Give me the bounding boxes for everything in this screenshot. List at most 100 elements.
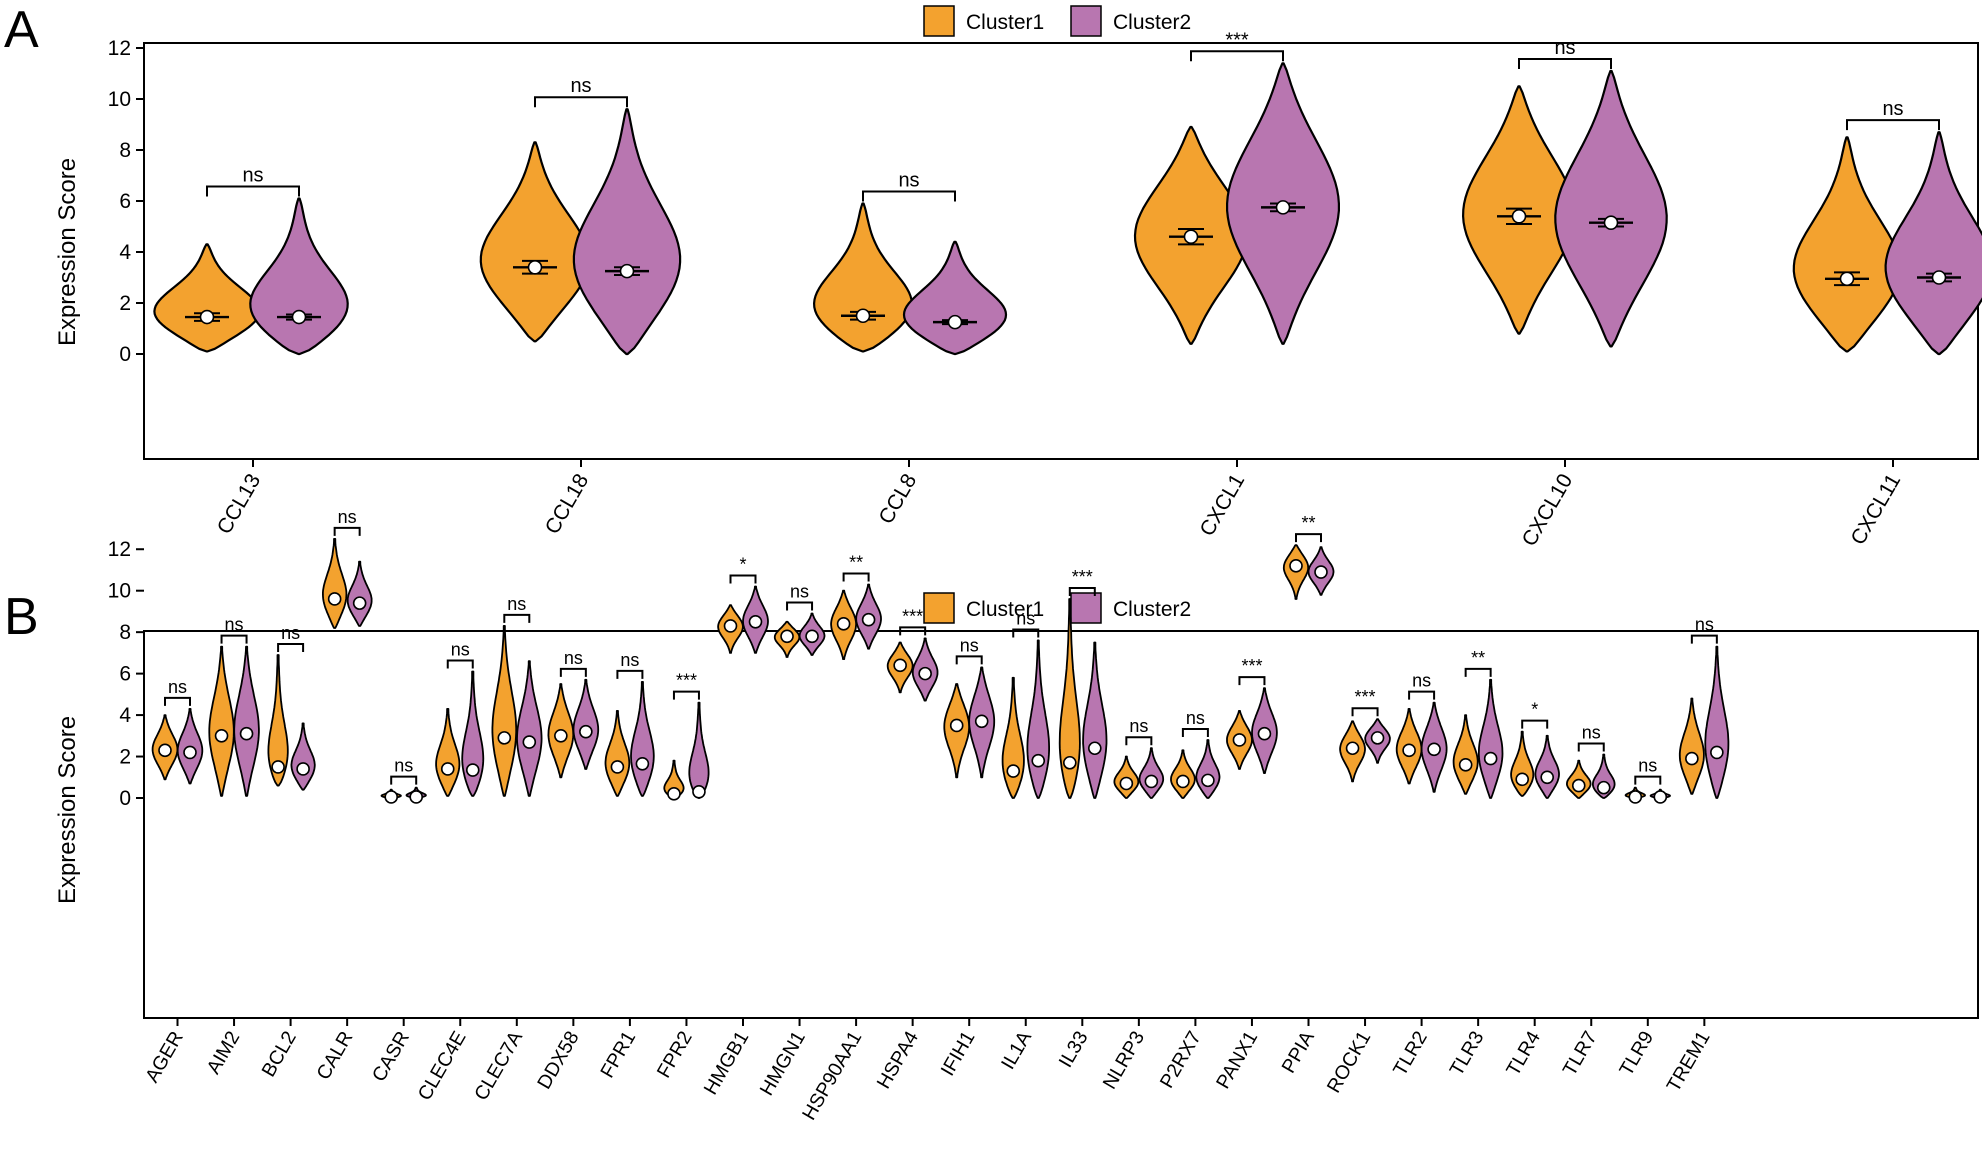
significance-label-fpr2: *** — [676, 671, 697, 691]
significance-label-ifih1: ns — [960, 635, 979, 655]
center-point-hspa4-cluster2 — [918, 666, 932, 681]
significance-label-hspa4: *** — [902, 606, 923, 626]
panel-b-group-fpr2: *** FPR2 — [653, 671, 710, 1082]
panel-b-ytick-label: 6 — [119, 663, 131, 686]
panel-a: A Cluster1 Cluster2 Expression Score 0 2 4… — [4, 1, 1982, 550]
violin-cxcl11-cluster2 — [1884, 131, 1982, 356]
significance-bracket-fpr2 — [672, 690, 700, 700]
legend-b-swatch-cluster1 — [923, 592, 955, 624]
center-point-tlr7-cluster2 — [1596, 780, 1611, 795]
violin-fpr2-cluster1 — [663, 759, 685, 799]
significance-label-clec4e: ns — [451, 640, 470, 660]
significance-bracket-hmgb1 — [729, 574, 757, 584]
x-tick-label-panx1: PANX1 — [1212, 1028, 1262, 1093]
x-tick-label-rock1: ROCK1 — [1323, 1028, 1376, 1097]
x-tick-label-tlr4: TLR4 — [1502, 1027, 1545, 1079]
violin-nlrp3-cluster2 — [1138, 747, 1165, 799]
plot-b: 024681012nsAGERnsAIM2nsBCL2nsCALRnsCASRn… — [108, 507, 1730, 1124]
center-point-clec4e-cluster2 — [465, 763, 480, 777]
panel-b-group-nlrp3: ns NLRP3 — [1099, 716, 1165, 1093]
x-tick-label-tlr9: TLR9 — [1615, 1028, 1658, 1080]
legend-a-swatch-cluster2 — [1070, 5, 1102, 37]
violin-fpr1-cluster1 — [604, 710, 631, 797]
significance-label-cxcl10: ns — [1554, 37, 1575, 59]
significance-label-ddx58: ns — [564, 648, 583, 668]
violin-il1a-cluster2 — [1026, 639, 1050, 799]
panel-b-group-ppia: ** PPIA — [1278, 513, 1335, 1077]
significance-bracket-tlr9 — [1634, 775, 1662, 785]
significance-label-tlr2: ns — [1412, 671, 1431, 691]
violin-ccl18-cluster1 — [479, 141, 591, 343]
violin-ccl8-cluster2 — [902, 240, 1008, 356]
panel-a-group-cxcl1: *** CXCL1 — [1133, 29, 1340, 540]
x-tick-label-tlr7: TLR7 — [1559, 1028, 1602, 1080]
violin-clec7a-cluster2 — [516, 660, 543, 797]
x-tick-label-ccl18: CCL18 — [541, 470, 594, 538]
panel-b-group-bcl2: ns BCL2 — [257, 623, 316, 1081]
panel-b-ytick-label: 10 — [108, 580, 131, 603]
center-point-ifih1-cluster1 — [949, 718, 964, 733]
violin-calr-cluster2 — [346, 560, 373, 627]
panel-a-ytick-label: 2 — [119, 292, 131, 315]
panel-b-group-tlr3: ** TLR3 — [1446, 648, 1504, 1080]
center-point-casr-cluster2 — [409, 790, 424, 804]
center-point-hspa4-cluster1 — [893, 658, 907, 673]
significance-label-ppia: ** — [1301, 513, 1315, 533]
violin-ddx58-cluster2 — [572, 678, 600, 770]
violin-tlr4-cluster1 — [1510, 730, 1535, 797]
panel-b-letter: B — [4, 588, 39, 646]
significance-bracket-fpr1 — [616, 669, 644, 679]
x-tick-label-hmgb1: HMGB1 — [700, 1028, 754, 1099]
significance-bracket-clec7a — [503, 613, 531, 623]
violin-p2rx7-cluster2 — [1195, 739, 1221, 799]
center-point-ppia-cluster1 — [1289, 559, 1303, 573]
center-point-ccl18-cluster2 — [619, 263, 635, 279]
significance-label-hsp90aa1: ** — [849, 552, 863, 572]
violin-trem1-cluster1 — [1678, 697, 1705, 795]
significance-label-hmgb1: * — [739, 555, 746, 575]
center-point-il1a-cluster1 — [1006, 764, 1021, 778]
violin-fpr2-cluster2 — [688, 701, 710, 799]
panel-b-group-p2rx7: ns P2RX7 — [1156, 708, 1221, 1092]
x-tick-label-tlr3: TLR3 — [1446, 1028, 1489, 1080]
center-point-ager-cluster1 — [158, 743, 172, 758]
violin-aim2-cluster1 — [208, 645, 235, 797]
significance-label-hmgn1: ns — [790, 581, 809, 601]
violin-tlr4-cluster2 — [1534, 734, 1560, 799]
significance-label-panx1: *** — [1241, 656, 1262, 676]
panel-a-ytick-label: 0 — [119, 343, 131, 366]
panel-b-group-hspa4: *** HSPA4 — [873, 606, 939, 1093]
x-tick-label-bcl2: BCL2 — [257, 1028, 300, 1081]
violin-cxcl10-cluster2 — [1554, 69, 1668, 348]
center-point-tlr3-cluster2 — [1483, 751, 1498, 766]
x-tick-label-casr: CASR — [368, 1028, 414, 1086]
significance-label-casr: ns — [394, 756, 413, 776]
panel-b-ylabel: Expression Score — [54, 716, 81, 904]
violin-fpr1-cluster2 — [630, 681, 655, 797]
x-tick-label-fpr1: FPR1 — [596, 1028, 640, 1082]
center-point-ddx58-cluster2 — [579, 724, 593, 739]
x-tick-label-cxcl11: CXCL11 — [1846, 470, 1905, 549]
center-point-ifih1-cluster2 — [974, 714, 989, 729]
significance-label-calr: ns — [338, 507, 357, 527]
legend-b: Cluster1 Cluster2 — [923, 592, 1191, 624]
panel-a-group-ccl18: ns CCL18 — [479, 75, 682, 538]
center-point-cxcl11-cluster2 — [1931, 270, 1947, 285]
center-point-hmgb1-cluster2 — [748, 614, 763, 629]
panel-b-group-tlr4: * TLR4 — [1502, 700, 1560, 1080]
legend-a: Cluster1 Cluster2 — [923, 5, 1191, 37]
significance-bracket-il33 — [1068, 586, 1096, 596]
center-point-tlr9-cluster2 — [1653, 790, 1668, 804]
center-point-cxcl1-cluster1 — [1183, 229, 1199, 244]
violin-clec7a-cluster1 — [491, 625, 518, 797]
significance-bracket-cxcl11 — [1846, 119, 1940, 131]
x-tick-label-ppia: PPIA — [1278, 1028, 1319, 1077]
panel-a-letter: A — [4, 1, 39, 59]
x-tick-label-aim2: AIM2 — [203, 1028, 245, 1078]
legend-a-label-cluster2: Cluster2 — [1113, 11, 1191, 34]
center-point-aim2-cluster2 — [239, 726, 254, 741]
violin-ccl8-cluster1 — [813, 202, 913, 353]
plot-a: 0 2 4 6 8 10 12 ns CCL13 ns CCL18 ns CCL8 *** CXCL1 ns C… — [108, 29, 1982, 550]
center-point-ppia-cluster2 — [1314, 565, 1328, 579]
significance-label-tlr4: * — [1531, 700, 1538, 720]
